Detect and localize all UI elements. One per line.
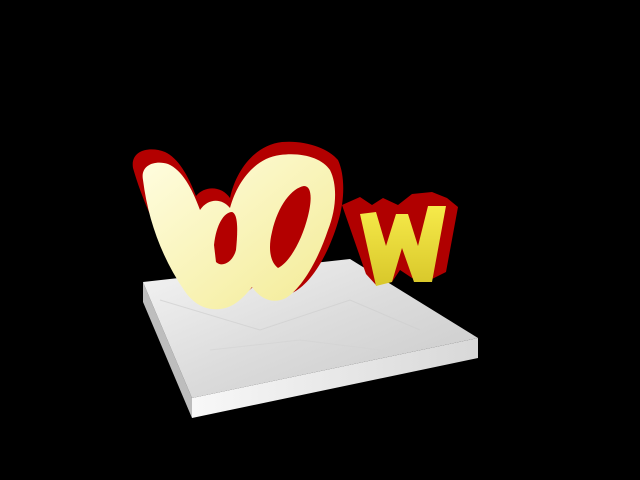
platform-front-side [192, 338, 478, 418]
large-w-letter [132, 141, 344, 310]
large-w-inner-shadow-left [214, 212, 238, 265]
platform-facet-lines [159, 299, 421, 331]
platform-facet-lines-2 [209, 339, 381, 351]
large-w-face [142, 154, 336, 310]
small-w-letter [342, 192, 458, 286]
large-w-inner-shadow-right [270, 186, 311, 268]
platform-left-side [143, 282, 192, 418]
small-w-face [360, 206, 446, 286]
